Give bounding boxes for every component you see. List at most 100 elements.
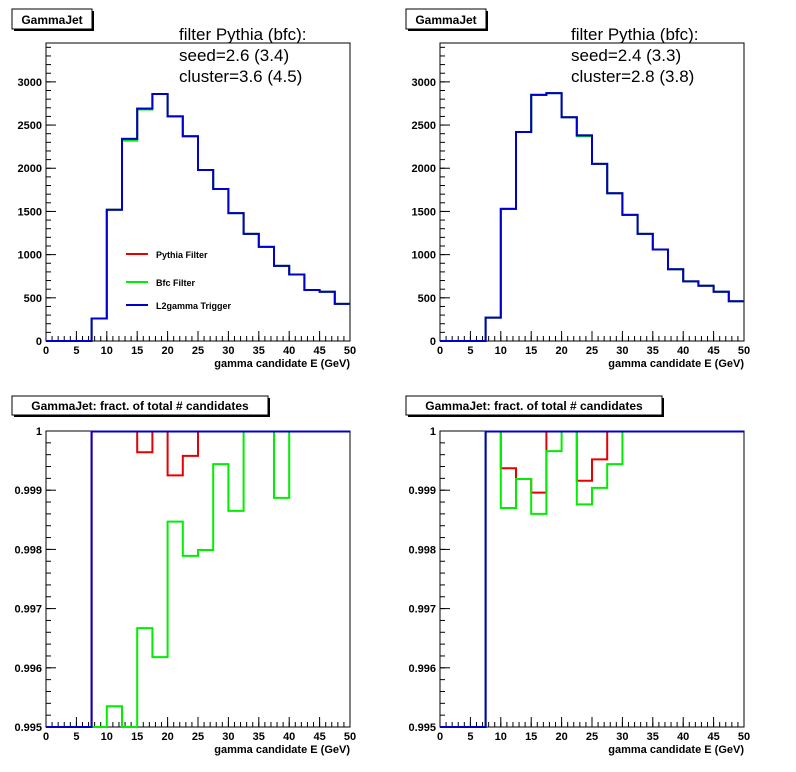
x-tick-label: 30: [616, 345, 628, 357]
annotation-text: filter Pythia (bfc):: [571, 25, 699, 44]
x-tick-label: 45: [707, 345, 719, 357]
chart-title: GammaJet: [21, 13, 82, 27]
chart-title: GammaJet: fract. of total # candidates: [31, 399, 249, 413]
x-tick-label: 0: [437, 345, 443, 357]
x-tick-label: 35: [253, 731, 265, 743]
legend-entry: Bfc Filter: [156, 278, 196, 288]
x-tick-label: 40: [283, 345, 295, 357]
x-tick-label: 25: [586, 345, 598, 357]
x-tick-label: 40: [283, 731, 295, 743]
y-tick-label: 1500: [412, 206, 436, 218]
y-tick-label: 0.998: [14, 544, 42, 556]
x-tick-label: 0: [43, 731, 49, 743]
x-axis-label: gamma candidate E (GeV): [608, 744, 744, 756]
series-line-l2gamma-trigger: [440, 430, 744, 728]
series-line-pythia-filter: [440, 92, 744, 342]
x-tick-label: 10: [495, 731, 507, 743]
x-tick-label: 50: [738, 345, 750, 357]
y-tick-label: 0.996: [14, 663, 42, 675]
x-tick-label: 5: [73, 345, 79, 357]
x-tick-label: 15: [131, 345, 143, 357]
y-tick-label: 0.995: [408, 722, 436, 734]
title-box: [405, 8, 487, 30]
x-axis-label: gamma candidate E (GeV): [608, 358, 744, 370]
x-tick-label: 10: [101, 345, 113, 357]
chart-title: GammaJet: [415, 13, 476, 27]
x-tick-label: 20: [555, 345, 567, 357]
x-tick-label: 15: [131, 731, 143, 743]
x-tick-label: 40: [677, 731, 689, 743]
series-line-bfc-filter: [46, 430, 350, 728]
x-tick-label: 35: [647, 731, 659, 743]
x-tick-label: 5: [467, 731, 473, 743]
x-tick-label: 5: [73, 731, 79, 743]
plot-frame: [439, 42, 745, 342]
annotation-text: filter Pythia (bfc):: [179, 25, 307, 44]
chart-panel-2: 0 500 1000 1500 2000 2500 3000 0 5 10 15 20 25 30 35 40…: [405, 8, 750, 370]
annotation-text: seed=2.4 (3.3): [571, 46, 681, 65]
x-tick-label: 45: [313, 731, 325, 743]
x-tick-label: 40: [677, 345, 689, 357]
y-tick-label: 2000: [18, 163, 42, 175]
y-tick-label: 2000: [412, 163, 436, 175]
x-tick-label: 0: [437, 731, 443, 743]
x-tick-label: 25: [192, 731, 204, 743]
plot-frame: [45, 42, 351, 342]
x-tick-label: 35: [647, 345, 659, 357]
y-tick-label: 0: [430, 336, 436, 348]
y-tick-label: 500: [24, 293, 42, 305]
y-tick-label: 500: [418, 293, 436, 305]
x-tick-label: 35: [253, 345, 265, 357]
series-line-l2gamma-trigger: [46, 430, 350, 728]
x-tick-label: 25: [586, 731, 598, 743]
y-tick-label: 0.998: [408, 544, 436, 556]
x-tick-label: 20: [161, 731, 173, 743]
series-line-bfc-filter: [440, 92, 744, 342]
chart-title: GammaJet: fract. of total # candidates: [425, 399, 643, 413]
x-tick-label: 20: [555, 731, 567, 743]
x-tick-label: 25: [192, 345, 204, 357]
y-tick-label: 0.997: [408, 604, 436, 616]
series-line-l2gamma-trigger: [46, 92, 350, 342]
y-tick-label: 0: [36, 336, 42, 348]
y-tick-label: 2500: [18, 120, 42, 132]
x-tick-label: 45: [707, 731, 719, 743]
x-tick-label: 30: [616, 731, 628, 743]
x-tick-label: 45: [313, 345, 325, 357]
x-tick-label: 50: [344, 345, 356, 357]
chart-panel-1: 0 500 1000 1500 2000 2500 3000 0 5 10 15 20 25 30 35 40…: [11, 8, 356, 370]
x-axis-label: gamma candidate E (GeV): [214, 358, 350, 370]
y-tick-label: 3000: [412, 77, 436, 89]
y-tick-label: 0.997: [14, 604, 42, 616]
title-box: [405, 395, 663, 416]
y-tick-label: 3000: [18, 77, 42, 89]
x-tick-label: 50: [738, 731, 750, 743]
y-tick-label: 0.999: [14, 485, 42, 497]
x-tick-label: 15: [525, 345, 537, 357]
x-axis-label: gamma candidate E (GeV): [214, 744, 350, 756]
y-tick-label: 1000: [412, 250, 436, 262]
annotation-text: cluster=2.8 (3.8): [571, 67, 694, 86]
x-tick-label: 5: [467, 345, 473, 357]
y-tick-label: 1: [36, 426, 42, 438]
y-tick-label: 2500: [412, 120, 436, 132]
x-tick-label: 50: [344, 731, 356, 743]
x-tick-label: 10: [101, 731, 113, 743]
legend-entry: Pythia Filter: [156, 250, 208, 260]
x-tick-label: 0: [43, 345, 49, 357]
y-tick-label: 0.999: [408, 485, 436, 497]
legend: Pythia Filter Bfc Filter L2gamma Trigger: [126, 250, 232, 311]
x-tick-label: 10: [495, 345, 507, 357]
annotation-text: cluster=3.6 (4.5): [179, 67, 302, 86]
x-tick-label: 20: [161, 345, 173, 357]
title-box: [11, 395, 269, 416]
y-tick-label: 1500: [18, 206, 42, 218]
y-tick-label: 1: [430, 426, 436, 438]
x-tick-label: 30: [222, 345, 234, 357]
x-tick-label: 30: [222, 731, 234, 743]
y-tick-label: 0.996: [408, 663, 436, 675]
annotation-text: seed=2.6 (3.4): [179, 46, 289, 65]
x-tick-label: 15: [525, 731, 537, 743]
